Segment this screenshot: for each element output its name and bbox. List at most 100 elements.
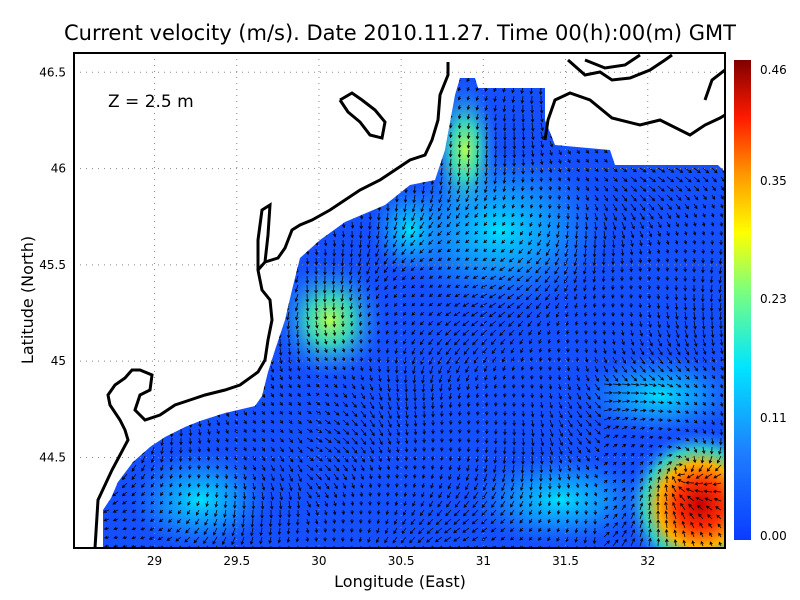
velocity-arrow — [684, 338, 689, 348]
velocity-arrow — [545, 293, 551, 301]
velocity-arrow — [324, 365, 328, 370]
velocity-arrow — [576, 392, 581, 401]
velocity-arrow — [594, 221, 598, 231]
velocity-arrow — [205, 500, 209, 508]
velocity-arrow — [666, 113, 672, 117]
velocity-arrow — [421, 185, 426, 195]
velocity-arrow — [387, 392, 392, 402]
velocity-arrow — [648, 461, 653, 466]
velocity-arrow — [446, 239, 452, 244]
velocity-arrow — [378, 437, 383, 446]
velocity-arrow — [251, 347, 256, 357]
velocity-arrow — [621, 487, 626, 493]
velocity-arrow — [639, 149, 646, 154]
velocity-arrow — [558, 392, 562, 400]
velocity-arrow — [529, 95, 534, 105]
velocity-arrow — [166, 221, 173, 229]
velocity-arrow — [314, 284, 318, 294]
velocity-arrow — [538, 221, 542, 228]
velocity-arrow — [412, 500, 416, 507]
velocity-arrow — [576, 446, 582, 454]
velocity-arrow — [141, 482, 146, 488]
velocity-arrow — [150, 356, 155, 362]
velocity-arrow — [413, 428, 418, 436]
velocity-arrow — [159, 500, 164, 505]
velocity-arrow — [612, 122, 617, 127]
velocity-arrow — [489, 275, 497, 280]
velocity-arrow — [233, 203, 238, 213]
velocity-arrow — [547, 320, 551, 327]
velocity-arrow — [351, 158, 356, 164]
velocity-arrow — [681, 520, 686, 529]
velocity-arrow — [664, 501, 668, 511]
velocity-arrow — [692, 455, 697, 464]
velocity-arrow — [178, 176, 183, 183]
velocity-arrow — [576, 158, 580, 164]
velocity-arrow — [693, 158, 702, 164]
velocity-arrow — [287, 221, 291, 227]
velocity-arrow — [232, 257, 236, 263]
velocity-arrow — [386, 140, 391, 146]
velocity-arrow — [357, 257, 362, 267]
velocity-arrow — [250, 275, 254, 281]
velocity-arrow — [540, 149, 544, 157]
velocity-arrow — [214, 338, 218, 347]
velocity-arrow — [213, 257, 218, 264]
velocity-arrow — [186, 329, 191, 335]
velocity-arrow — [251, 230, 255, 237]
velocity-arrow — [234, 437, 238, 443]
velocity-arrow — [118, 275, 128, 279]
velocity-arrow — [516, 284, 524, 291]
velocity-arrow — [558, 158, 562, 164]
velocity-arrow — [197, 176, 201, 184]
velocity-arrow — [439, 158, 444, 167]
velocity-arrow — [351, 428, 358, 436]
velocity-arrow — [261, 122, 266, 129]
velocity-arrow — [462, 536, 470, 542]
velocity-arrow — [665, 275, 669, 282]
velocity-arrow — [475, 122, 480, 131]
velocity-arrow — [93, 266, 100, 269]
velocity-arrow — [251, 95, 256, 101]
velocity-arrow — [368, 491, 372, 497]
velocity-arrow — [378, 131, 382, 137]
velocity-arrow — [96, 87, 100, 91]
velocity-arrow — [521, 158, 526, 167]
velocity-arrow — [103, 311, 110, 315]
velocity-arrow — [341, 509, 346, 516]
velocity-arrow — [672, 493, 677, 502]
velocity-arrow — [439, 464, 444, 471]
velocity-arrow — [530, 149, 535, 158]
velocity-arrow — [702, 60, 705, 64]
velocity-arrow — [375, 536, 380, 544]
velocity-arrow — [270, 149, 277, 157]
velocity-arrow — [519, 536, 524, 541]
velocity-arrow — [674, 293, 679, 301]
velocity-arrow — [360, 365, 364, 372]
velocity-arrow — [621, 512, 627, 520]
velocity-arrow — [288, 365, 292, 372]
velocity-arrow — [187, 491, 192, 497]
velocity-arrow — [594, 185, 599, 192]
velocity-arrow — [422, 113, 426, 119]
velocity-arrow — [594, 113, 600, 119]
velocity-arrow — [510, 347, 515, 354]
velocity-arrow — [502, 221, 506, 226]
velocity-arrow — [103, 247, 110, 252]
velocity-arrow — [333, 113, 341, 121]
velocity-arrow — [438, 194, 443, 204]
velocity-arrow — [446, 257, 452, 261]
velocity-arrow — [111, 329, 119, 333]
velocity-arrow — [233, 482, 238, 490]
velocity-arrow — [463, 500, 470, 508]
velocity-arrow — [359, 356, 364, 363]
velocity-arrow — [341, 536, 345, 543]
velocity-arrow — [711, 158, 719, 165]
velocity-arrow — [440, 122, 444, 129]
velocity-arrow — [657, 149, 665, 154]
velocity-arrow — [639, 444, 645, 448]
velocity-arrow — [630, 494, 635, 502]
velocity-arrow — [517, 257, 524, 264]
velocity-arrow — [177, 212, 182, 221]
velocity-arrow — [639, 221, 644, 230]
